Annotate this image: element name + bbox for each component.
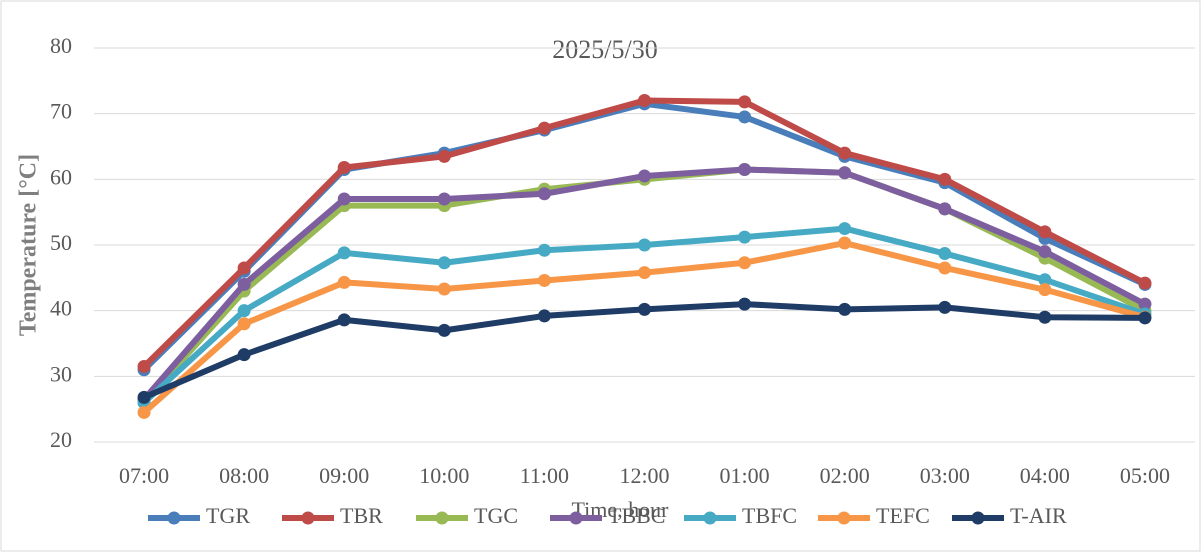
- data-point: [638, 169, 651, 183]
- data-point: [838, 222, 852, 236]
- data-point: [938, 300, 952, 314]
- data-point: [1038, 245, 1052, 259]
- data-point: [537, 309, 551, 323]
- data-point: [938, 261, 952, 275]
- data-point: [1138, 276, 1152, 290]
- x-tick-label: 10:00: [419, 463, 469, 488]
- data-point: [738, 230, 752, 244]
- data-point: [738, 297, 752, 311]
- legend-marker: [703, 511, 717, 525]
- data-point: [638, 94, 651, 108]
- data-point: [938, 172, 952, 186]
- legend-marker: [167, 511, 181, 525]
- x-tick-label: 07:00: [119, 463, 169, 488]
- x-tick-label: 11:00: [520, 463, 569, 488]
- data-point: [437, 192, 451, 206]
- legend-label: TBBC: [608, 503, 665, 528]
- data-point: [838, 166, 852, 180]
- x-tick-label: 03:00: [920, 463, 970, 488]
- y-tick-label: 40: [50, 296, 72, 321]
- data-point: [537, 273, 551, 287]
- data-point: [638, 302, 651, 316]
- data-point: [237, 261, 251, 275]
- chart-title: 2025/5/30: [552, 35, 657, 64]
- x-tick-label: 02:00: [820, 463, 870, 488]
- data-point: [137, 390, 151, 404]
- y-tick-label: 30: [50, 361, 72, 386]
- legend-marker: [837, 511, 851, 525]
- legend-marker: [971, 511, 985, 525]
- data-point: [738, 256, 752, 270]
- x-tick-label: 04:00: [1020, 463, 1070, 488]
- data-point: [437, 256, 451, 270]
- y-axis-title: Temperature [°C]: [16, 154, 42, 336]
- data-point: [337, 161, 351, 175]
- data-point: [838, 146, 852, 160]
- data-point: [337, 246, 351, 260]
- data-point: [838, 236, 852, 250]
- data-point: [437, 149, 451, 163]
- y-tick-label: 20: [50, 427, 72, 452]
- x-tick-label: 05:00: [1120, 463, 1170, 488]
- data-point: [337, 192, 351, 206]
- legend-marker: [435, 511, 449, 525]
- data-point: [437, 323, 451, 337]
- data-point: [237, 304, 251, 318]
- data-point: [938, 247, 952, 261]
- legend-marker: [569, 511, 583, 525]
- legend-label: T-AIR: [1010, 503, 1067, 528]
- data-point: [537, 187, 551, 201]
- data-point: [1038, 225, 1052, 239]
- data-point: [638, 266, 651, 280]
- data-point: [137, 405, 151, 419]
- data-point: [137, 359, 151, 373]
- data-point: [1038, 283, 1052, 297]
- data-point: [237, 348, 251, 362]
- data-point: [1138, 297, 1152, 311]
- data-point: [337, 313, 351, 327]
- data-point: [738, 95, 752, 109]
- x-tick-label: 12:00: [619, 463, 669, 488]
- x-tick-label: 08:00: [219, 463, 269, 488]
- data-point: [437, 282, 451, 296]
- data-point: [738, 162, 752, 176]
- data-point: [638, 238, 651, 252]
- legend-label: TGC: [474, 503, 518, 528]
- y-tick-label: 50: [50, 230, 72, 255]
- y-tick-label: 60: [50, 164, 72, 189]
- data-point: [1038, 273, 1052, 287]
- data-point: [1038, 310, 1052, 324]
- data-point: [537, 121, 551, 135]
- legend-label: TGR: [206, 503, 250, 528]
- legend-label: TBFC: [742, 503, 797, 528]
- data-point: [938, 202, 952, 216]
- y-tick-label: 70: [50, 99, 72, 124]
- x-tick-label: 09:00: [319, 463, 369, 488]
- data-point: [537, 243, 551, 257]
- data-point: [337, 275, 351, 289]
- data-point: [237, 317, 251, 331]
- x-tick-label: 01:00: [720, 463, 770, 488]
- data-point: [1138, 311, 1152, 325]
- data-point: [237, 277, 251, 291]
- data-point: [738, 110, 752, 124]
- legend-marker: [301, 511, 315, 525]
- data-point: [838, 302, 852, 316]
- legend-label: TBR: [340, 503, 383, 528]
- legend-label: TEFC: [876, 503, 930, 528]
- y-tick-label: 80: [50, 33, 72, 58]
